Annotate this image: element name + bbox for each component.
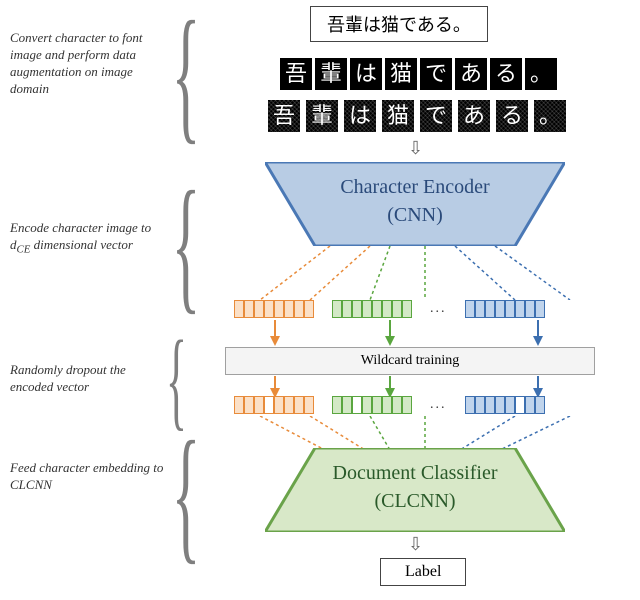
doc-classifier-title: Document Classifier [265, 462, 565, 485]
character-encoder-block: Character Encoder (CNN) [265, 162, 565, 246]
label-text: Label [405, 563, 441, 580]
glyph-noisy: る [496, 100, 528, 132]
glyph: 輩 [315, 58, 347, 90]
vector-blue-dropout [465, 396, 545, 414]
glyph-noisy: 吾 [268, 100, 300, 132]
brace-2: { [172, 158, 201, 330]
arrows-from-wildcard [230, 376, 600, 398]
fanin-lines [230, 416, 600, 450]
doc-classifier-sub: (CLCNN) [265, 490, 565, 513]
dots: ... [430, 397, 447, 413]
label-output-box: Label [380, 558, 466, 586]
vector-row-1: ... [234, 300, 545, 318]
brace-1: { [172, 0, 201, 160]
vector-row-2: ... [234, 396, 545, 414]
glyph-noisy: あ [458, 100, 490, 132]
annot-convert: Convert character to font image and perf… [10, 30, 170, 98]
glyph-row-clean: 吾 輩 は 猫 で あ る 。 [280, 58, 557, 90]
char-encoder-sub: (CNN) [265, 204, 565, 227]
arrow-down-icon: ⇩ [408, 534, 423, 555]
glyph: 吾 [280, 58, 312, 90]
glyph-noisy: 。 [534, 100, 566, 132]
glyph: あ [455, 58, 487, 90]
input-text: 吾輩は猫である。 [327, 15, 471, 35]
glyph-row-augmented: 吾 輩 は 猫 で あ る 。 [268, 100, 566, 132]
vector-green-dropout [332, 396, 412, 414]
brace-4: { [172, 408, 201, 580]
char-encoder-title: Character Encoder [265, 176, 565, 199]
vector-orange-dropout [234, 396, 314, 414]
fanout-lines-1 [230, 246, 600, 300]
vector-orange [234, 300, 314, 318]
arrows-to-wildcard [230, 320, 600, 346]
annot-encode: Encode character image to dCE dimensiona… [10, 220, 170, 257]
glyph: 猫 [385, 58, 417, 90]
arrow-down-icon: ⇩ [408, 138, 423, 159]
glyph: で [420, 58, 452, 90]
document-classifier-block: Document Classifier (CLCNN) [265, 448, 565, 532]
annot-feed: Feed character embedding to CLCNN [10, 460, 170, 494]
glyph-noisy: 猫 [382, 100, 414, 132]
dots: ... [430, 301, 447, 317]
glyph: る [490, 58, 522, 90]
glyph-noisy: は [344, 100, 376, 132]
glyph: は [350, 58, 382, 90]
vector-green [332, 300, 412, 318]
wildcard-training-box: Wildcard training [225, 347, 595, 375]
vector-blue [465, 300, 545, 318]
annot-dropout: Randomly dropout the encoded vector [10, 362, 170, 396]
glyph-noisy: で [420, 100, 452, 132]
input-text-box: 吾輩は猫である。 [310, 6, 488, 42]
glyph-noisy: 輩 [306, 100, 338, 132]
wildcard-label: Wildcard training [361, 353, 460, 368]
glyph: 。 [525, 58, 557, 90]
